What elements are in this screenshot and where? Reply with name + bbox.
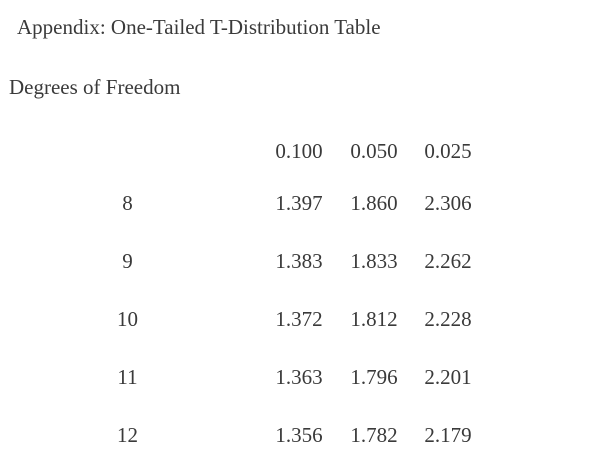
table-row: 11 1.363 1.796 2.201	[0, 348, 491, 406]
header-df	[0, 128, 255, 174]
value-cell: 1.782	[350, 422, 398, 447]
value-cell: 1.796	[350, 364, 398, 389]
value-cell: 1.860	[350, 190, 398, 215]
value-cell: 2.179	[424, 422, 472, 447]
value-cell: 1.372	[275, 306, 323, 331]
table-subtitle: Degrees of Freedom	[9, 75, 181, 99]
value-cell: 1.397	[275, 190, 323, 215]
value-cell: 1.812	[350, 306, 398, 331]
header-alpha-0025: 0.025	[424, 138, 472, 163]
value-cell: 1.363	[275, 364, 323, 389]
value-cell: 1.356	[275, 422, 323, 447]
value-cell: 1.383	[275, 248, 323, 273]
table-row: 9 1.383 1.833 2.262	[0, 232, 491, 290]
table-header-row: 0.100 0.050 0.025	[0, 128, 491, 174]
value-cell: 2.306	[424, 190, 472, 215]
table-row: 10 1.372 1.812 2.228	[0, 290, 491, 348]
value-cell: 1.833	[350, 248, 398, 273]
header-alpha-0050: 0.050	[350, 138, 398, 163]
df-cell: 11	[117, 364, 138, 389]
table-row: 8 1.397 1.860 2.306	[0, 174, 491, 232]
df-cell: 9	[122, 248, 133, 273]
df-cell: 12	[117, 422, 138, 447]
df-cell: 10	[117, 306, 138, 331]
value-cell: 2.228	[424, 306, 472, 331]
df-cell: 8	[122, 190, 133, 215]
table-row: 12 1.356 1.782 2.179	[0, 406, 491, 464]
value-cell: 2.262	[424, 248, 472, 273]
header-alpha-0100: 0.100	[275, 138, 323, 163]
page-title: Appendix: One-Tailed T-Distribution Tabl…	[17, 15, 381, 39]
value-cell: 2.201	[424, 364, 472, 389]
t-distribution-table: 0.100 0.050 0.025 8 1.397 1.860 2.306 9 …	[0, 128, 491, 464]
